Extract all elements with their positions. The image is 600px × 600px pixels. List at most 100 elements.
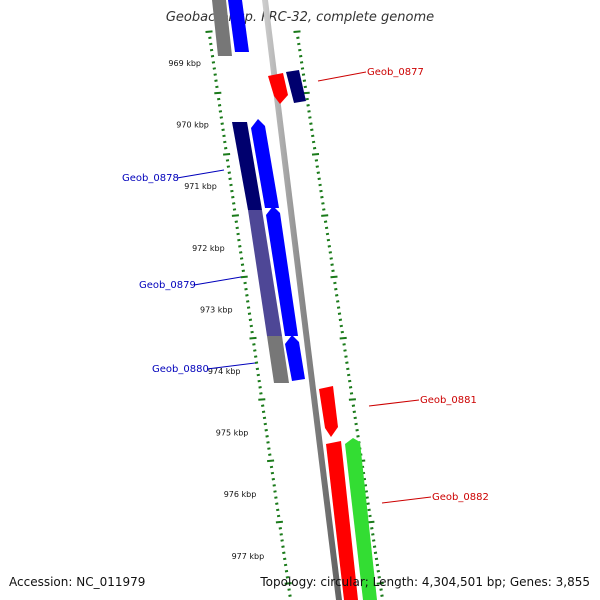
tick-mark — [366, 502, 370, 505]
backbone — [262, 0, 342, 600]
tick-mark — [219, 116, 223, 119]
tick-mark — [377, 576, 381, 579]
tick-mark — [321, 202, 325, 205]
tick-mark — [330, 275, 338, 279]
tick-mark — [312, 146, 317, 150]
tick-mark — [255, 367, 260, 371]
tick-mark — [249, 324, 253, 328]
tick-mark — [246, 306, 251, 309]
tick-mark — [288, 594, 292, 597]
tick-mark — [272, 484, 276, 487]
tick-mark — [284, 582, 292, 585]
tick-mark — [232, 208, 237, 211]
tick-mark — [209, 48, 214, 52]
tick-mark — [240, 275, 248, 279]
tick-mark — [264, 428, 268, 432]
tick-mark — [218, 110, 223, 113]
gene-label-0882: Geob_0882 — [432, 492, 489, 503]
tick-mark — [336, 306, 341, 309]
top-blue-feature — [228, 0, 249, 52]
tick-mark — [261, 404, 265, 407]
kbp-label: 973 kbp — [200, 305, 233, 314]
tick-mark — [340, 330, 344, 334]
tick-mark — [314, 159, 319, 162]
tick-mark — [243, 281, 247, 285]
tick-mark — [311, 153, 320, 156]
tick-mark — [217, 104, 222, 107]
tick-mark — [306, 104, 310, 107]
tick-mark — [283, 557, 287, 561]
outer-tick-track — [293, 30, 384, 597]
tick-mark — [316, 171, 320, 174]
tick-mark — [287, 588, 291, 591]
tick-mark — [301, 73, 306, 76]
tick-mark — [223, 153, 231, 156]
kbp-label: 969 kbp — [168, 59, 201, 68]
kbp-label: 976 kbp — [224, 490, 257, 499]
tick-mark — [320, 195, 324, 199]
tick-mark — [266, 441, 270, 444]
tick-mark — [268, 453, 272, 456]
tick-mark — [311, 140, 316, 144]
tick-mark — [302, 79, 307, 82]
tick-mark — [352, 410, 356, 414]
tick-mark — [370, 527, 374, 530]
tick-mark — [282, 551, 286, 555]
kbp-label: 971 kbp — [184, 182, 217, 191]
genome-summary: Topology: circular; Length: 4,304,501 bp… — [260, 575, 590, 589]
tick-mark — [297, 42, 301, 46]
tick-mark — [305, 97, 309, 101]
tick-mark — [298, 48, 302, 52]
tick-mark — [276, 514, 281, 518]
kbp-label: 972 kbp — [192, 244, 225, 253]
tick-mark — [228, 177, 232, 181]
tick-mark — [376, 569, 380, 573]
tick-mark — [213, 73, 217, 76]
tick-mark — [299, 61, 304, 64]
tick-mark — [281, 545, 285, 548]
kbp-label: 970 kbp — [176, 121, 209, 130]
tick-mark — [339, 336, 347, 340]
gene-blue-arrow-2 — [266, 206, 298, 336]
tick-mark — [374, 557, 379, 561]
tick-mark — [356, 435, 360, 438]
gene-label-0879: Geob_0879 — [139, 280, 196, 291]
tick-mark — [324, 226, 329, 230]
tick-mark — [285, 576, 290, 579]
tick-mark — [371, 533, 375, 536]
tick-mark — [226, 165, 231, 168]
tick-mark — [283, 563, 288, 567]
tick-mark — [338, 318, 343, 322]
tick-mark — [215, 85, 219, 89]
tick-mark — [372, 545, 377, 548]
tick-mark — [284, 569, 289, 573]
tick-mark — [250, 330, 254, 334]
tick-mark — [342, 343, 346, 346]
tick-mark — [223, 140, 227, 144]
kbp-label: 975 kbp — [216, 429, 249, 438]
tick-mark — [270, 471, 275, 475]
tick-mark — [231, 195, 235, 199]
accession-text: Accession: NC_011979 — [9, 575, 146, 589]
tick-mark — [326, 238, 331, 242]
gene-blue-arrow-1 — [251, 119, 279, 208]
tick-mark — [209, 42, 213, 46]
tick-mark — [259, 392, 263, 395]
tick-mark — [319, 189, 323, 193]
tick-mark — [299, 54, 303, 58]
tick-mark — [328, 251, 332, 254]
tick-mark — [245, 294, 249, 297]
tick-mark — [231, 214, 239, 217]
tick-mark — [273, 490, 277, 493]
tick-mark — [318, 183, 322, 187]
tick-mark — [330, 263, 334, 266]
tick-mark — [211, 61, 216, 64]
gene-0880-gray — [267, 336, 289, 383]
gene-0877-red — [268, 73, 288, 104]
tick-mark — [254, 355, 258, 358]
tick-mark — [347, 373, 351, 377]
tick-mark — [225, 159, 230, 162]
inner-tick-track — [205, 30, 292, 597]
tick-mark — [293, 30, 301, 33]
